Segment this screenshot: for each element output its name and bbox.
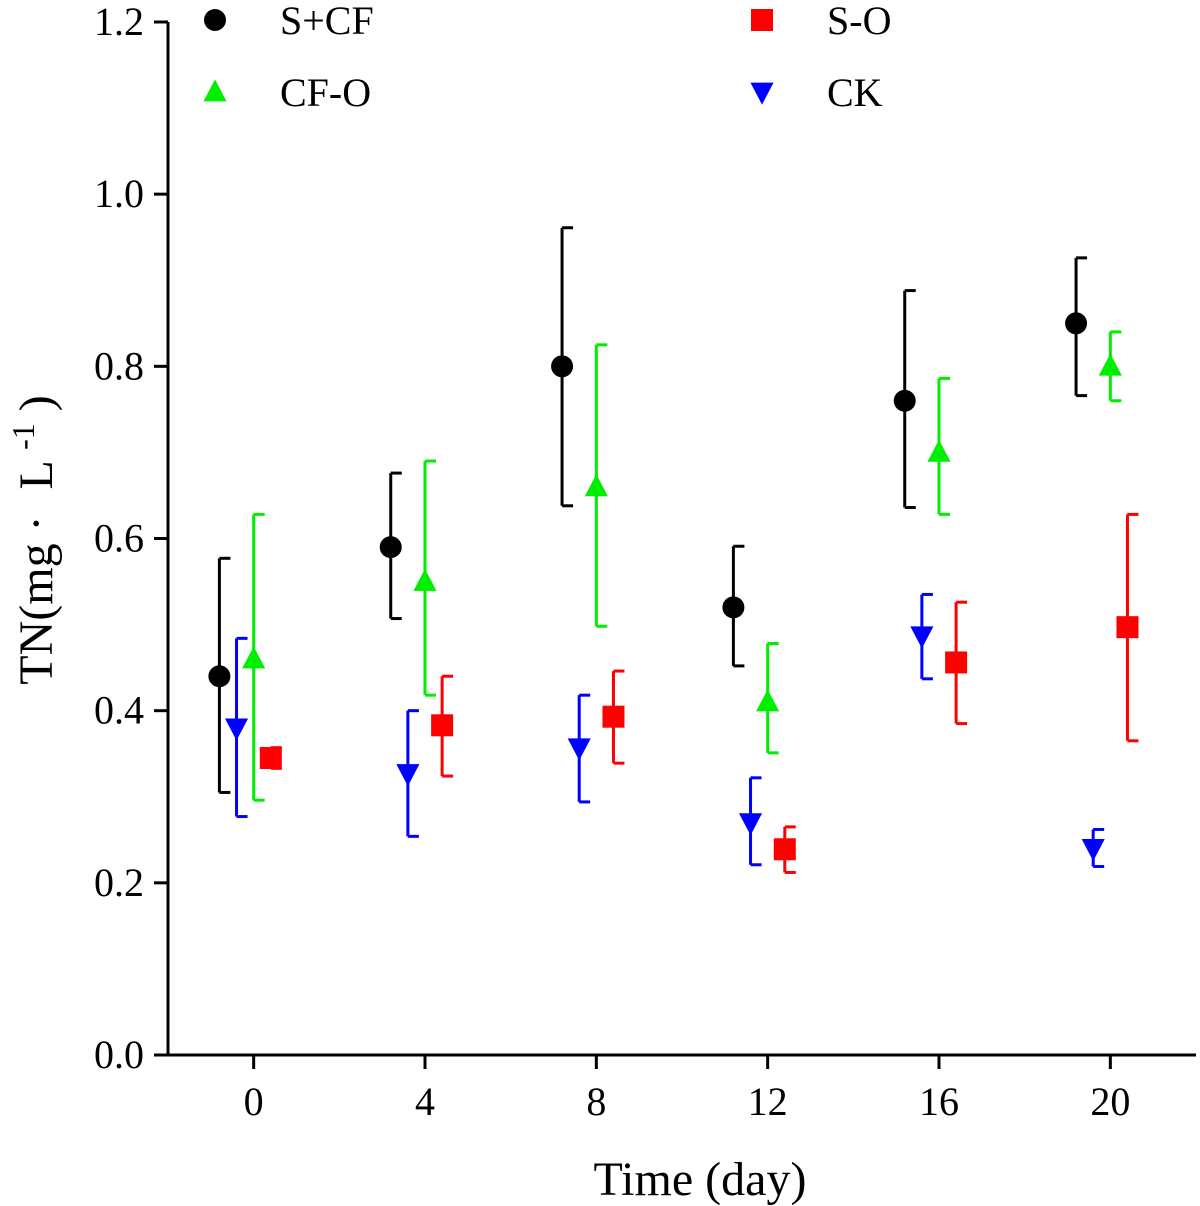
- ticks: 0.0 0.2 0.4 0.6 0.8 1.0 1.2 0 4 8 12 16 20: [94, 0, 1130, 1124]
- x-tick-label: 20: [1090, 1079, 1130, 1124]
- x-tick-label: 16: [919, 1079, 959, 1124]
- legend: S+CF S-O CF-O CK: [203, 0, 891, 115]
- legend-label: S-O: [827, 0, 891, 43]
- y-axis-title-dot: ·: [10, 515, 63, 531]
- data-point: [1065, 312, 1088, 335]
- series-s-o: [259, 512, 1139, 875]
- data-point: [910, 626, 934, 649]
- data-point: [431, 714, 454, 737]
- data-point: [584, 474, 608, 497]
- data-point: [893, 389, 916, 412]
- data-point: [722, 596, 745, 619]
- data-point: [927, 439, 951, 462]
- x-tick-label: 4: [415, 1079, 435, 1124]
- legend-marker: [204, 9, 226, 31]
- x-tick-label: 12: [748, 1079, 788, 1124]
- legend-marker: [750, 82, 774, 105]
- axes: [166, 22, 1196, 1057]
- x-tick-label: 0: [244, 1079, 264, 1124]
- x-axis-title: Time (day): [594, 1153, 807, 1206]
- data-point: [551, 355, 574, 378]
- legend-label: CF-O: [280, 70, 371, 115]
- legend-marker: [751, 9, 773, 31]
- y-axis-title: TN(mg · L -1 ): [0, 395, 63, 684]
- data-series: [208, 226, 1139, 875]
- legend-label: S+CF: [280, 0, 374, 43]
- series-s-cf: [208, 226, 1088, 794]
- data-point: [413, 568, 437, 591]
- data-point: [242, 646, 266, 669]
- data-point: [1098, 353, 1122, 376]
- data-point: [602, 705, 625, 728]
- data-point: [224, 718, 249, 741]
- x-tick-label: 8: [586, 1079, 606, 1124]
- data-point: [773, 838, 796, 861]
- y-tick-label: 0.2: [94, 860, 144, 905]
- data-point: [738, 813, 763, 836]
- data-point: [208, 665, 231, 688]
- y-axis-title-main: TN(mg: [10, 543, 63, 684]
- y-tick-label: 1.2: [94, 0, 144, 44]
- y-axis-title-unit: L: [10, 462, 63, 490]
- data-point: [1081, 839, 1105, 862]
- y-tick-label: 0.4: [94, 688, 144, 733]
- series-ck: [224, 592, 1105, 868]
- y-tick-label: 0.6: [94, 516, 144, 561]
- y-axis-title-close: ): [10, 395, 63, 411]
- data-point: [1116, 616, 1139, 639]
- legend-label: CK: [827, 70, 883, 115]
- data-point: [945, 651, 968, 674]
- data-point: [379, 536, 402, 559]
- data-point: [756, 689, 780, 712]
- y-tick-label: 0.0: [94, 1032, 144, 1077]
- y-tick-label: 1.0: [94, 171, 144, 216]
- data-point: [567, 738, 591, 761]
- y-tick-label: 0.8: [94, 343, 144, 388]
- y-axis-title-exponent: -1: [5, 423, 41, 450]
- data-point: [259, 747, 282, 770]
- data-point: [396, 764, 420, 787]
- legend-marker: [203, 79, 227, 102]
- series-cf-o: [242, 330, 1122, 802]
